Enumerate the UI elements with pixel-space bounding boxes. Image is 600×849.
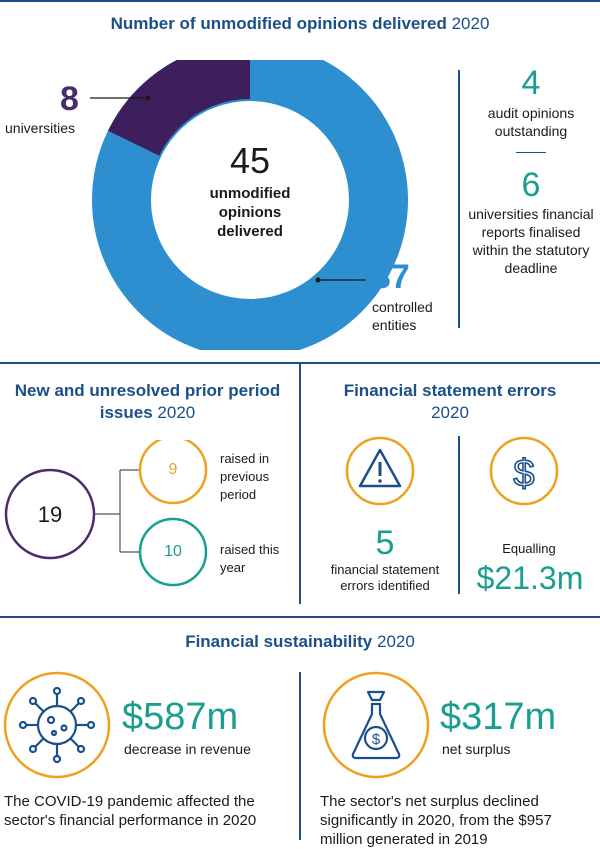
errors-value: 5 (375, 524, 395, 562)
controlled-leader-dot (315, 277, 321, 283)
section3-vertical-divider (458, 436, 460, 594)
section4-vertical-divider (299, 672, 301, 840)
dollar-icon: $ (489, 436, 559, 506)
svg-text:$: $ (372, 731, 381, 748)
previous-label: raised in previous period (220, 451, 270, 502)
this-year-label: raised this year (220, 542, 280, 575)
money-bag-icon: $ (322, 671, 430, 779)
previous-circle (138, 440, 208, 505)
donut-total: 45 (229, 140, 271, 181)
issues-total: 19 (37, 502, 63, 527)
deadline-value: 6 (521, 166, 541, 204)
outstanding-value: 4 (521, 64, 541, 102)
surplus-label: net surplus (442, 741, 511, 757)
donut-universities-segment (107, 60, 250, 157)
section-title-errors: Financial statement errors 2020 (343, 381, 557, 422)
revenue-value: $587m (122, 696, 239, 738)
universities-leader-dot (145, 95, 151, 101)
this-year-circle (138, 517, 208, 587)
svg-text:$: $ (513, 453, 534, 495)
universities-label: universities (5, 120, 76, 136)
section2-vertical-divider (299, 364, 301, 604)
amount-intro: Equalling (502, 541, 556, 556)
revenue-label: decrease in revenue (124, 741, 251, 757)
top-divider (0, 0, 600, 2)
outstanding-label: audit opinions outstanding (487, 105, 575, 139)
section1-bottom-divider (0, 362, 600, 364)
amount-value: $21.3m (476, 560, 584, 596)
donut-center-label: unmodified opinions delivered (209, 185, 291, 240)
deadline-label: universities financial reports finalised… (468, 206, 594, 276)
virus-icon (3, 671, 111, 779)
warning-icon (345, 436, 415, 506)
donut-inner-ring (149, 99, 351, 301)
universities-value: 8 (60, 80, 79, 118)
errors-label: financial statement errors identified (330, 562, 440, 593)
surplus-note: The sector's net surplus declined signif… (320, 793, 552, 848)
this-year-value: 10 (164, 543, 182, 560)
controlled-value: 37 (372, 258, 410, 296)
surplus-value: $317m (440, 696, 557, 738)
stat-separator (516, 152, 546, 153)
controlled-label: controlled entities (372, 299, 433, 333)
section-title-opinions: Number of unmodified opinions delivered … (110, 14, 490, 33)
opinions-donut-chart (90, 60, 408, 350)
previous-value: 9 (168, 461, 178, 478)
section-title-issues: New and unresolved prior period issues 2… (14, 381, 281, 422)
revenue-note: The COVID-19 pandemic affected the secto… (4, 793, 257, 829)
section-title-sustainability: Financial sustainability 2020 (185, 632, 415, 651)
issues-diagram (4, 440, 208, 587)
section3-bottom-divider (0, 616, 600, 618)
section1-vertical-divider (458, 70, 460, 328)
